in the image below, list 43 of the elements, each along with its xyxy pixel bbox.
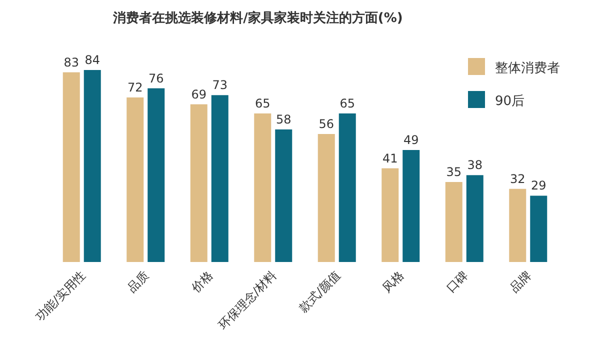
data-label: 76 — [148, 71, 164, 86]
x-tick-label: 品牌 — [507, 268, 534, 296]
bar — [318, 134, 335, 262]
data-label: 65 — [254, 96, 270, 110]
bar — [84, 70, 101, 262]
data-label: 38 — [467, 158, 483, 172]
data-label: 49 — [403, 133, 419, 147]
x-tick-label: 款式/颜值 — [296, 268, 343, 315]
data-label: 73 — [212, 78, 228, 92]
chart-title: 消费者在挑选装修材料/家具家装时关注的方面(%) — [112, 10, 403, 26]
bar — [62, 72, 80, 262]
bar — [445, 182, 462, 262]
bar — [466, 175, 484, 262]
data-label: 41 — [382, 151, 398, 166]
x-tick-label: 价格 — [188, 268, 216, 296]
bar — [402, 150, 420, 262]
bar — [126, 97, 144, 262]
data-label: 72 — [127, 80, 143, 94]
data-label: 83 — [64, 55, 80, 70]
legend-label: 整体消费者 — [495, 61, 560, 76]
bar — [382, 168, 399, 262]
legend-label: 90后 — [495, 94, 525, 109]
bar — [338, 113, 356, 262]
bar — [530, 196, 548, 262]
bar — [275, 129, 292, 262]
x-tick-label: 口碑 — [444, 268, 470, 296]
bar — [148, 88, 165, 262]
data-label: 84 — [84, 53, 100, 67]
bar — [190, 104, 208, 262]
data-label: 29 — [530, 178, 546, 193]
x-tick-label: 功能/实用性 — [32, 268, 88, 324]
x-tick-label: 风格 — [380, 268, 407, 296]
data-label: 35 — [446, 165, 462, 179]
data-label: 65 — [340, 96, 356, 110]
data-label: 69 — [191, 87, 207, 102]
x-tick-label: 品质 — [124, 268, 152, 296]
data-label: 56 — [318, 117, 334, 131]
data-label: 32 — [510, 172, 526, 186]
bar — [254, 113, 272, 262]
x-tick-label: 环保理念/材料 — [216, 268, 280, 332]
data-label: 58 — [276, 112, 292, 126]
bar — [211, 95, 228, 262]
bar — [509, 188, 526, 262]
